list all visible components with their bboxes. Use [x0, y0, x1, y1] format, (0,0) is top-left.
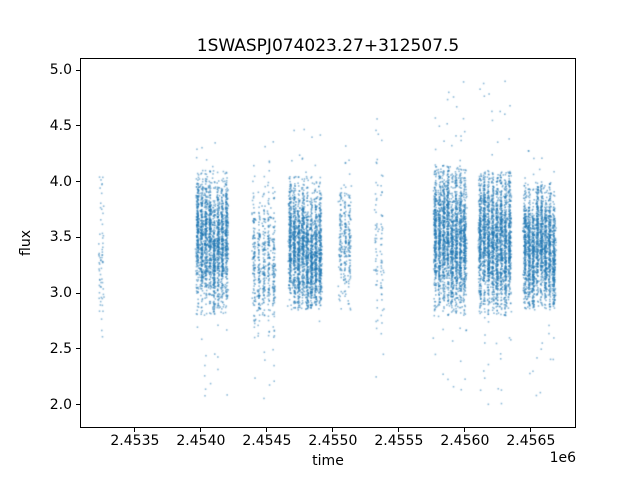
- y-tick-label: 4.5: [49, 117, 72, 134]
- y-tick-label: 5.0: [49, 62, 72, 79]
- x-tick-label: 2.4555: [374, 433, 424, 449]
- x-tick-label: 2.4540: [176, 433, 226, 449]
- y-tick-mark: [76, 348, 80, 350]
- x-tick-mark: [134, 428, 136, 432]
- y-tick-mark: [76, 69, 80, 71]
- x-tick-mark: [266, 428, 268, 432]
- x-tick-label: 2.4535: [110, 433, 160, 449]
- x-tick-mark: [200, 428, 202, 432]
- x-axis-offset-text: 1e6: [549, 450, 576, 466]
- y-tick-mark: [76, 292, 80, 294]
- y-tick-label: 3.5: [49, 229, 72, 246]
- y-tick-label: 4.0: [49, 173, 72, 190]
- scatter-points: [81, 59, 575, 427]
- y-tick-mark: [76, 236, 80, 238]
- y-tick-label: 2.0: [49, 396, 72, 413]
- x-tick-label: 2.4545: [242, 433, 292, 449]
- chart-title: 1SWASPJ074023.27+312507.5: [196, 36, 460, 56]
- x-tick-label: 2.4550: [308, 433, 358, 449]
- y-tick-mark: [76, 181, 80, 183]
- x-tick-label: 2.4560: [440, 433, 490, 449]
- x-tick-mark: [398, 428, 400, 432]
- x-axis-label: time: [312, 453, 344, 469]
- y-tick-label: 3.0: [49, 285, 72, 302]
- plot-area: [80, 58, 576, 428]
- y-tick-mark: [76, 404, 80, 406]
- x-tick-mark: [530, 428, 532, 432]
- y-tick-label: 2.5: [49, 340, 72, 357]
- x-tick-mark: [332, 428, 334, 432]
- y-tick-mark: [76, 125, 80, 127]
- x-tick-label: 2.4565: [506, 433, 556, 449]
- x-tick-mark: [464, 428, 466, 432]
